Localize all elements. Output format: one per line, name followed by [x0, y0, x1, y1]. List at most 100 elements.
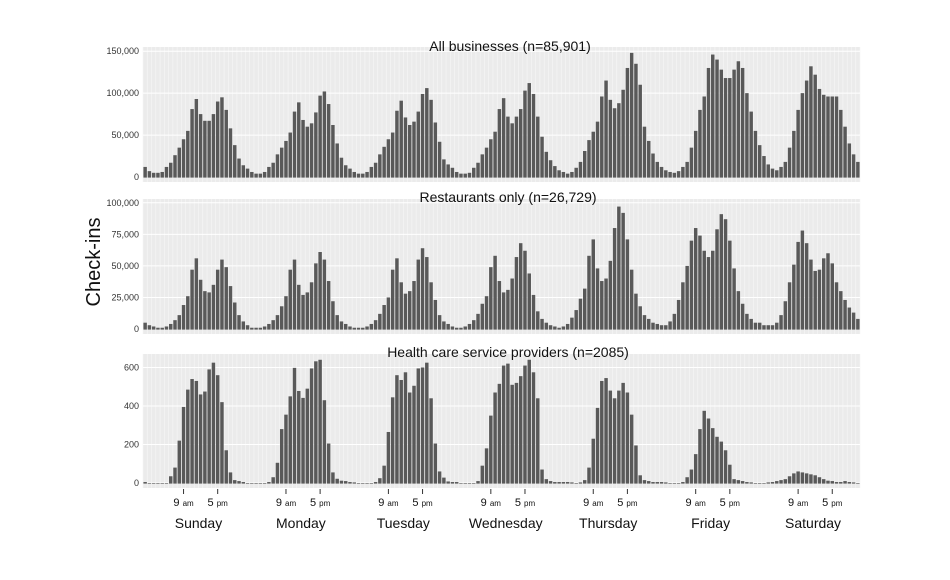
bar [369, 166, 374, 178]
bar [693, 454, 698, 484]
bar [821, 258, 826, 330]
day-label: Friday [691, 515, 730, 531]
bar [578, 298, 583, 330]
bar [574, 167, 578, 178]
y-tick-label: 200 [124, 439, 139, 449]
y-tick-label: 0 [134, 324, 139, 334]
bar [851, 482, 856, 484]
bar [693, 228, 698, 330]
bar [373, 320, 378, 330]
bar [531, 93, 536, 178]
bar [518, 376, 523, 484]
bar [194, 99, 199, 178]
bar [728, 464, 732, 484]
bar [561, 171, 566, 178]
bar [548, 325, 553, 330]
bar [514, 382, 519, 484]
bar [177, 147, 182, 178]
bar [536, 398, 540, 484]
bar [245, 168, 250, 178]
bar [348, 168, 352, 178]
bar [536, 311, 540, 330]
x-tick-label: 5 pm [822, 497, 843, 509]
bar [685, 477, 689, 484]
y-tick-label: 0 [134, 478, 139, 488]
bar [732, 69, 736, 178]
bar [228, 472, 233, 484]
bar [173, 155, 177, 178]
bar [813, 475, 817, 484]
bar [582, 151, 587, 178]
bar [433, 443, 438, 484]
bar [830, 96, 834, 178]
bar [757, 483, 762, 484]
bar [557, 170, 561, 178]
bar [527, 83, 531, 178]
bar [723, 450, 728, 484]
bar [591, 239, 595, 330]
bar [625, 392, 630, 484]
bar [595, 121, 600, 178]
bar [719, 441, 724, 484]
bar [523, 365, 527, 484]
bar [343, 323, 348, 330]
bar [352, 171, 356, 178]
bar [433, 299, 438, 330]
bar [348, 326, 352, 330]
bar [595, 268, 600, 330]
bar [809, 474, 813, 484]
bar [288, 132, 292, 178]
bar [425, 257, 429, 330]
bar [766, 482, 770, 484]
bar [160, 483, 164, 484]
bar [762, 483, 766, 484]
bar [672, 172, 677, 178]
bar [548, 160, 553, 178]
bar [557, 482, 561, 484]
x-tick-label: 9 am [276, 497, 297, 509]
bar [740, 303, 745, 330]
bar [740, 481, 745, 484]
bar [484, 296, 489, 330]
bar [437, 471, 442, 484]
bar [480, 303, 485, 330]
bar [258, 327, 263, 330]
bar [617, 206, 621, 330]
bar [241, 165, 246, 178]
bar [783, 161, 788, 178]
bar [160, 327, 164, 330]
bar [301, 294, 305, 330]
bar [373, 482, 378, 484]
bar [753, 483, 758, 484]
bar [518, 109, 523, 178]
bar [839, 109, 843, 178]
bar [817, 477, 822, 484]
bar [655, 482, 660, 484]
bar [343, 165, 348, 178]
bar [642, 480, 647, 484]
bar [681, 282, 685, 330]
bar [787, 147, 792, 178]
bar [454, 482, 459, 484]
bar [322, 400, 327, 484]
bar [604, 378, 608, 484]
y-tick-label: 600 [124, 362, 139, 372]
bar [745, 313, 749, 330]
bar [851, 154, 856, 178]
bar [390, 132, 395, 178]
bar [297, 102, 301, 178]
bar [352, 482, 356, 484]
bar [604, 278, 608, 330]
bar [186, 296, 190, 330]
bar [715, 59, 719, 178]
bar [736, 61, 741, 178]
bar [728, 240, 732, 330]
y-tick-label: 100,000 [106, 88, 139, 98]
bar [399, 100, 403, 178]
bar [664, 170, 668, 178]
bar [834, 282, 839, 330]
bar [446, 323, 450, 330]
bar [804, 473, 809, 484]
bar [574, 310, 578, 330]
bar [757, 322, 762, 330]
